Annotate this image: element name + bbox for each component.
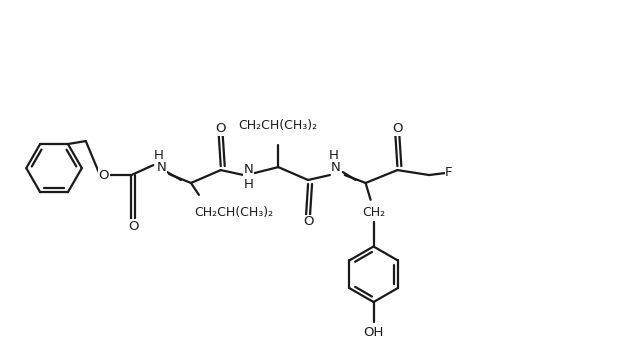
Text: O: O	[128, 220, 139, 233]
Text: N: N	[244, 163, 253, 176]
Text: O: O	[215, 122, 226, 135]
Text: N: N	[331, 161, 341, 174]
Text: CH₂: CH₂	[362, 206, 385, 219]
Text: N: N	[156, 161, 166, 174]
Text: O: O	[98, 168, 109, 181]
Text: O: O	[392, 122, 403, 135]
Text: OH: OH	[363, 326, 384, 339]
Text: O: O	[303, 215, 313, 228]
Text: H: H	[329, 149, 339, 162]
Text: F: F	[445, 166, 453, 179]
Text: CH₂CH(CH₃)₂: CH₂CH(CH₃)₂	[194, 206, 273, 219]
Text: H: H	[153, 149, 163, 162]
Text: H: H	[244, 179, 253, 192]
Text: CH₂CH(CH₃)₂: CH₂CH(CH₃)₂	[239, 119, 318, 132]
